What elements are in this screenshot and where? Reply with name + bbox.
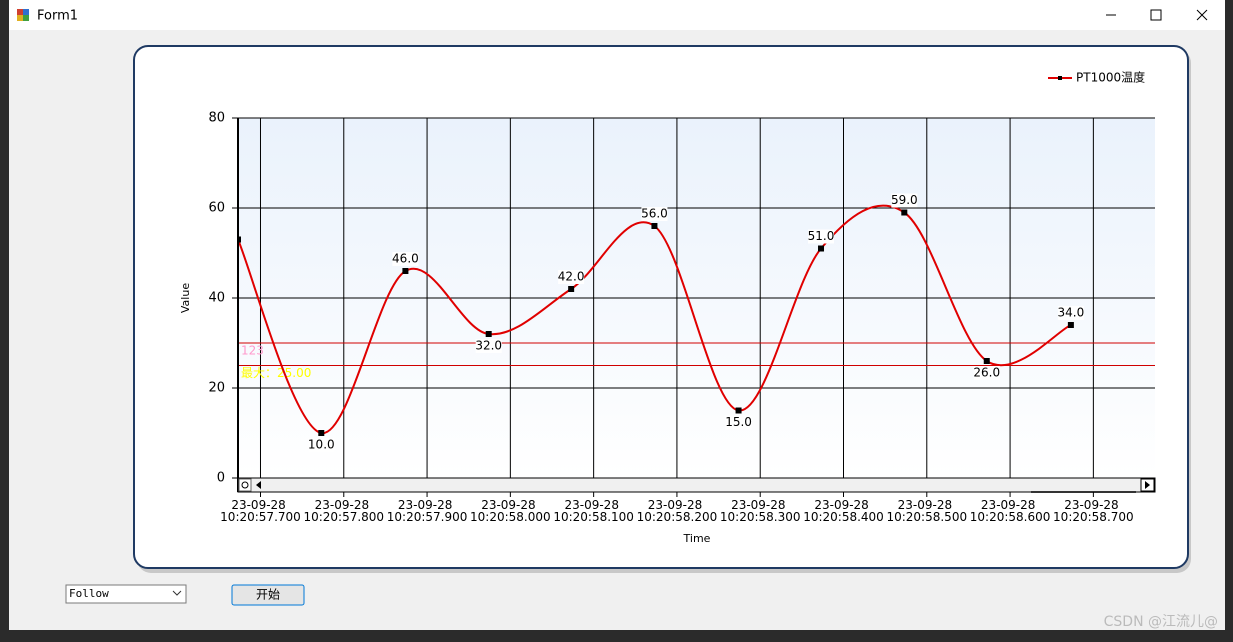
label-bg [808, 229, 835, 244]
point-marker [901, 209, 908, 216]
x-tick-label: 23-09-28 10:20:57.900 [387, 498, 468, 524]
combo-text: Follow [69, 587, 109, 600]
x-tick-label: 23-09-28 10:20:58.300 [720, 498, 801, 524]
point-marker [651, 223, 658, 229]
x-tick-label: 23-09-28 10:20:58.500 [886, 498, 967, 524]
label-bg [558, 270, 585, 284]
label-bg [308, 438, 335, 452]
scrollbar[interactable] [237, 477, 1156, 493]
watermark: CSDN @江流儿@ [1104, 614, 1218, 630]
strip-label: 123 [241, 344, 264, 358]
data-label: 51.0 [808, 229, 835, 243]
x-tick-label: 23-09-28 10:20:58.100 [553, 498, 634, 524]
x-tick-label: 23-09-28 10:20:58.700 [1053, 498, 1134, 524]
legend-marker [1058, 76, 1062, 80]
point-marker [818, 245, 825, 252]
data-label: 46.0 [392, 252, 419, 266]
point-marker [238, 236, 241, 243]
title-bar [9, 0, 1225, 30]
data-label: 42.0 [558, 270, 585, 284]
x-tick-label: 23-09-28 10:20:57.700 [220, 498, 301, 524]
label-bg [475, 339, 502, 353]
y-tick-label: 40 [208, 291, 225, 306]
x-axis-title: Time [683, 532, 711, 545]
label-bg [725, 415, 752, 430]
combo-box[interactable]: Follow [65, 584, 187, 604]
point-marker [983, 358, 990, 364]
y-tick-label: 0 [217, 471, 225, 486]
data-label: 15.0 [725, 415, 752, 429]
point-marker [318, 430, 325, 436]
strip-label: 最大：25.00 [241, 366, 311, 380]
legend-label: PT1000温度 [1076, 70, 1145, 85]
data-label: 34.0 [1058, 306, 1085, 320]
maximize-button[interactable] [1150, 9, 1162, 21]
app-icon [17, 9, 29, 21]
x-tick-label: 23-09-28 10:20:58.000 [470, 498, 551, 524]
y-tick-label: 60 [208, 201, 225, 216]
data-label: 59.0 [891, 193, 918, 207]
close-button[interactable] [1196, 9, 1208, 21]
label-bg [891, 193, 918, 208]
x-tick-label: 23-09-28 10:20:58.400 [803, 498, 884, 524]
point-marker [735, 407, 742, 414]
label-bg [973, 366, 1000, 380]
x-tick-label: 23-09-28 10:20:58.200 [637, 498, 718, 524]
x-tick-label: 23-09-28 10:20:57.800 [303, 498, 384, 524]
start-button[interactable]: 开始 [231, 584, 305, 606]
label-bg [1057, 306, 1084, 320]
point-marker [1067, 322, 1074, 328]
point-marker [568, 286, 575, 292]
button-text: 开始 [256, 588, 280, 602]
label-bg [641, 207, 668, 221]
label-bg [392, 252, 419, 266]
data-label: 56.0 [641, 207, 668, 221]
data-label: 32.0 [475, 339, 502, 353]
y-tick-label: 80 [208, 111, 225, 126]
data-label: 10.0 [308, 438, 335, 452]
data-label: 26.0 [973, 366, 1000, 380]
window-title: Form1 [37, 9, 78, 24]
y-tick-label: 20 [208, 381, 225, 396]
point-marker [402, 268, 409, 274]
x-tick-label: 23-09-28 10:20:58.600 [970, 498, 1051, 524]
y-axis-title: Value [179, 283, 192, 313]
point-marker [485, 331, 492, 337]
